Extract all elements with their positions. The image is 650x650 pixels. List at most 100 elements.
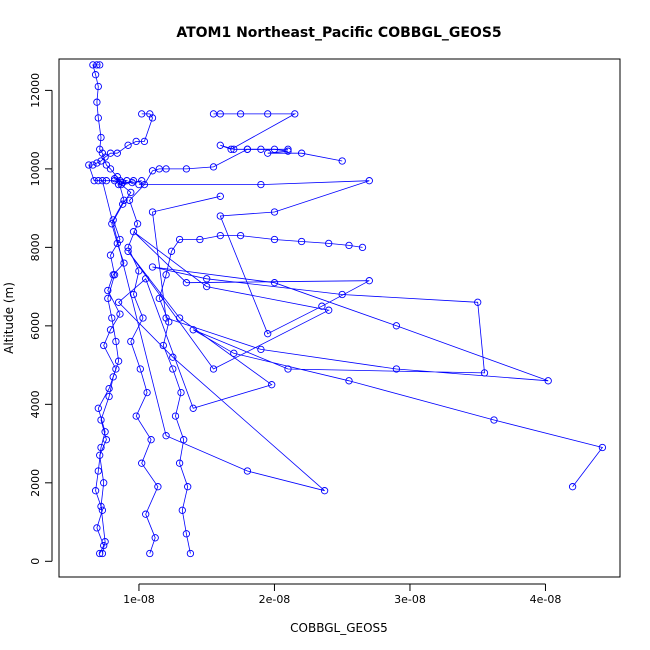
data-point (101, 538, 109, 546)
data-point (108, 220, 116, 228)
data-point (216, 212, 224, 220)
y-axis-label: Altitude (m) (2, 282, 16, 354)
series-line (99, 176, 125, 554)
data-point (175, 459, 184, 467)
data-point (318, 302, 326, 310)
x-axis-label: COBBGL_GEOS5 (290, 621, 388, 635)
x-tick-label: 2e-08 (259, 593, 291, 606)
data-point (162, 271, 170, 279)
data-point (178, 506, 186, 514)
data-point (148, 263, 157, 271)
data-point (94, 404, 102, 412)
data-point (544, 377, 552, 385)
data-point (216, 192, 224, 200)
data-point (598, 443, 607, 452)
data-point (184, 483, 192, 491)
data-point (114, 298, 123, 306)
data-point (243, 467, 252, 475)
data-point (264, 330, 272, 338)
data-point (162, 314, 170, 322)
data-point (257, 145, 265, 153)
data-point (89, 161, 97, 169)
data-point (91, 487, 100, 495)
data-point (124, 247, 132, 255)
y-tick-label: 2000 (29, 469, 42, 497)
data-point (146, 549, 154, 558)
data-point (209, 365, 218, 373)
data-point (91, 71, 100, 79)
data-point (216, 141, 224, 149)
data-point (124, 141, 132, 149)
data-point (100, 341, 108, 350)
data-point (116, 235, 124, 244)
data-point (98, 506, 107, 514)
data-point (270, 279, 279, 287)
data-point (148, 167, 157, 175)
data-point (268, 381, 276, 389)
series-line (102, 180, 370, 492)
data-point (98, 549, 107, 558)
y-tick-label: 4000 (29, 390, 42, 418)
data-point (96, 549, 104, 558)
data-point (132, 137, 140, 146)
data-point (110, 271, 119, 279)
data-point (216, 110, 224, 118)
data-point (94, 177, 102, 185)
data-point (338, 157, 346, 165)
data-point (365, 277, 373, 285)
data-point (143, 388, 151, 397)
data-point (132, 412, 140, 420)
data-point (106, 165, 115, 173)
data-point (94, 82, 102, 91)
data-point (106, 149, 115, 157)
data-point (93, 524, 101, 532)
data-point (325, 306, 333, 314)
data-point (474, 298, 482, 306)
y-tick-label: 10000 (29, 151, 42, 186)
data-point (100, 479, 108, 487)
data-point (96, 451, 104, 459)
data-point (119, 200, 127, 208)
data-point (124, 243, 132, 252)
data-point (196, 235, 204, 244)
data-point (104, 286, 112, 295)
data-point (139, 314, 147, 322)
data-point (94, 467, 102, 475)
data-point (175, 314, 184, 322)
data-point (182, 279, 191, 287)
data-point (97, 502, 105, 511)
data-point (345, 377, 353, 385)
data-point (182, 165, 191, 173)
data-point (175, 235, 184, 244)
data-point (97, 157, 105, 165)
data-point (243, 145, 252, 153)
data-point (171, 412, 180, 420)
data-point (90, 177, 98, 185)
data-point (177, 388, 185, 397)
data-point (203, 282, 211, 291)
data-point (264, 149, 272, 157)
data-point (148, 114, 157, 122)
y-axis: 0 2000 4000 6000 8000 10000 12000 (29, 73, 53, 565)
data-point (257, 180, 265, 189)
y-tick-label: 6000 (29, 312, 42, 340)
data-point (136, 365, 144, 373)
x-tick-label: 4e-08 (530, 593, 562, 606)
data-point (236, 231, 245, 240)
data-point (284, 365, 292, 373)
data-point (284, 145, 292, 153)
series-line (92, 64, 134, 554)
data-point (102, 436, 111, 444)
data-point (162, 432, 170, 440)
data-point (97, 133, 105, 142)
x-tick-label: 3e-08 (394, 593, 426, 606)
data-point (129, 228, 138, 236)
data-point (116, 310, 124, 318)
data-point (96, 61, 104, 69)
data-point (138, 459, 146, 467)
plot-frame (58, 58, 621, 578)
data-point (169, 353, 177, 361)
data-point (114, 357, 123, 365)
data-point (97, 416, 105, 424)
data-point (216, 231, 224, 240)
